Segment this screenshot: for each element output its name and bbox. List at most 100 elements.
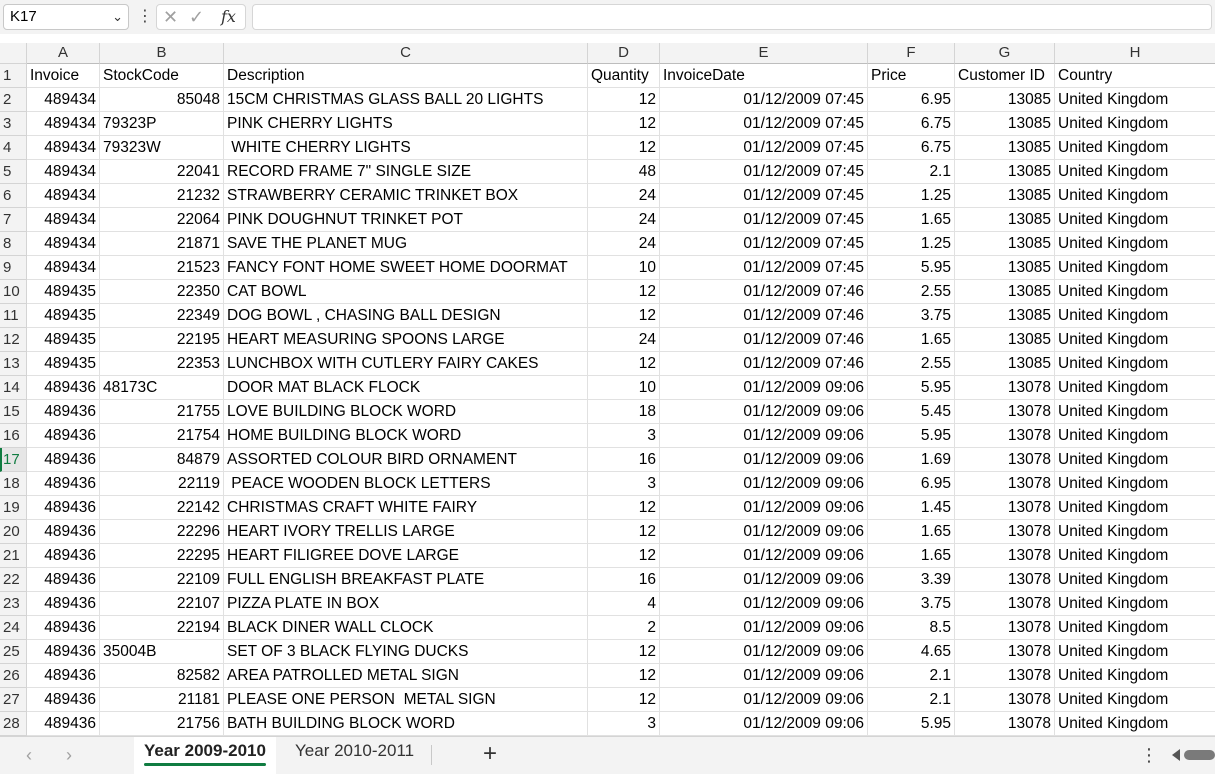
cell-price[interactable]: 2.1 [868,688,955,712]
cell-invoice[interactable]: 489435 [27,304,100,328]
header-cell-invoicedate[interactable]: InvoiceDate [660,64,868,88]
cell-quantity[interactable]: 24 [588,184,660,208]
cell-country[interactable]: United Kingdom [1055,472,1215,496]
cell-stockcode[interactable]: 84879 [100,448,224,472]
cell-country[interactable]: United Kingdom [1055,280,1215,304]
cell-customer-id[interactable]: 13085 [955,304,1055,328]
cell-price[interactable]: 2.55 [868,280,955,304]
cell-price[interactable]: 1.45 [868,496,955,520]
cell-price[interactable]: 1.65 [868,520,955,544]
cell-stockcode[interactable]: 22349 [100,304,224,328]
cell-invoicedate[interactable]: 01/12/2009 09:06 [660,640,868,664]
cell-country[interactable]: United Kingdom [1055,352,1215,376]
cell-invoicedate[interactable]: 01/12/2009 07:45 [660,232,868,256]
cell-invoicedate[interactable]: 01/12/2009 09:06 [660,544,868,568]
cell-country[interactable]: United Kingdom [1055,520,1215,544]
row-header[interactable]: 13 [0,352,27,376]
cell-price[interactable]: 2.1 [868,160,955,184]
cell-customer-id[interactable]: 13078 [955,544,1055,568]
cell-description[interactable]: WHITE CHERRY LIGHTS [224,136,588,160]
cell-description[interactable]: RECORD FRAME 7" SINGLE SIZE [224,160,588,184]
cell-price[interactable]: 3.39 [868,568,955,592]
cell-invoice[interactable]: 489436 [27,424,100,448]
cell-invoicedate[interactable]: 01/12/2009 07:46 [660,280,868,304]
fx-icon[interactable]: fx [221,7,236,26]
cell-stockcode[interactable]: 22064 [100,208,224,232]
cell-invoice[interactable]: 489434 [27,88,100,112]
cell-invoice[interactable]: 489434 [27,256,100,280]
cell-stockcode[interactable]: 48173C [100,376,224,400]
cell-country[interactable]: United Kingdom [1055,664,1215,688]
cell-description[interactable]: HOME BUILDING BLOCK WORD [224,424,588,448]
cell-customer-id[interactable]: 13078 [955,664,1055,688]
cell-price[interactable]: 5.95 [868,712,955,736]
cell-quantity[interactable]: 4 [588,592,660,616]
cell-description[interactable]: SAVE THE PLANET MUG [224,232,588,256]
row-header[interactable]: 8 [0,232,27,256]
cell-description[interactable]: 15CM CHRISTMAS GLASS BALL 20 LIGHTS [224,88,588,112]
cell-description[interactable]: PINK DOUGHNUT TRINKET POT [224,208,588,232]
cell-invoice[interactable]: 489434 [27,184,100,208]
cell-price[interactable]: 2.1 [868,664,955,688]
cell-invoice[interactable]: 489436 [27,592,100,616]
cell-description[interactable]: PEACE WOODEN BLOCK LETTERS [224,472,588,496]
cell-quantity[interactable]: 3 [588,472,660,496]
cell-customer-id[interactable]: 13078 [955,688,1055,712]
more-options-icon[interactable]: ⋮ [137,8,153,25]
row-header[interactable]: 5 [0,160,27,184]
cell-stockcode[interactable]: 85048 [100,88,224,112]
cell-quantity[interactable]: 12 [588,664,660,688]
header-cell-price[interactable]: Price [868,64,955,88]
chevron-down-icon[interactable]: ⌄ [112,9,123,24]
cell-description[interactable]: PINK CHERRY LIGHTS [224,112,588,136]
row-header[interactable]: 28 [0,712,27,736]
cell-invoice[interactable]: 489436 [27,448,100,472]
cell-stockcode[interactable]: 21232 [100,184,224,208]
cell-customer-id[interactable]: 13078 [955,400,1055,424]
cell-price[interactable]: 3.75 [868,592,955,616]
cell-invoice[interactable]: 489435 [27,352,100,376]
cell-quantity[interactable]: 12 [588,640,660,664]
cell-customer-id[interactable]: 13078 [955,712,1055,736]
cell-price[interactable]: 1.25 [868,232,955,256]
cell-stockcode[interactable]: 22195 [100,328,224,352]
cell-invoice[interactable]: 489434 [27,136,100,160]
cell-quantity[interactable]: 16 [588,568,660,592]
row-header[interactable]: 21 [0,544,27,568]
cell-country[interactable]: United Kingdom [1055,160,1215,184]
cell-customer-id[interactable]: 13085 [955,112,1055,136]
cell-country[interactable]: United Kingdom [1055,712,1215,736]
cell-customer-id[interactable]: 13078 [955,376,1055,400]
cell-price[interactable]: 8.5 [868,616,955,640]
cell-description[interactable]: DOOR MAT BLACK FLOCK [224,376,588,400]
row-header[interactable]: 17 [0,448,27,472]
cell-stockcode[interactable]: 22109 [100,568,224,592]
cell-price[interactable]: 5.95 [868,376,955,400]
cell-country[interactable]: United Kingdom [1055,592,1215,616]
cell-description[interactable]: FANCY FONT HOME SWEET HOME DOORMAT [224,256,588,280]
sheet-tab[interactable]: Year 2010-2011 [285,737,427,774]
cell-price[interactable]: 6.75 [868,112,955,136]
cell-stockcode[interactable]: 21754 [100,424,224,448]
cell-country[interactable]: United Kingdom [1055,88,1215,112]
row-header[interactable]: 1 [0,64,27,88]
cell-invoicedate[interactable]: 01/12/2009 07:46 [660,304,868,328]
cell-country[interactable]: United Kingdom [1055,496,1215,520]
column-header-h[interactable]: H [1055,43,1215,64]
cell-stockcode[interactable]: 21181 [100,688,224,712]
cell-stockcode[interactable]: 22296 [100,520,224,544]
cell-invoicedate[interactable]: 01/12/2009 07:46 [660,328,868,352]
cell-country[interactable]: United Kingdom [1055,184,1215,208]
cell-quantity[interactable]: 24 [588,328,660,352]
cell-stockcode[interactable]: 22041 [100,160,224,184]
add-sheet-button[interactable]: + [482,740,497,767]
cell-invoicedate[interactable]: 01/12/2009 07:45 [660,256,868,280]
cell-stockcode[interactable]: 21871 [100,232,224,256]
cell-country[interactable]: United Kingdom [1055,136,1215,160]
header-cell-country[interactable]: Country [1055,64,1215,88]
cell-invoice[interactable]: 489436 [27,376,100,400]
cell-invoicedate[interactable]: 01/12/2009 09:06 [660,400,868,424]
cell-price[interactable]: 2.55 [868,352,955,376]
cell-invoice[interactable]: 489435 [27,328,100,352]
cell-description[interactable]: ASSORTED COLOUR BIRD ORNAMENT [224,448,588,472]
